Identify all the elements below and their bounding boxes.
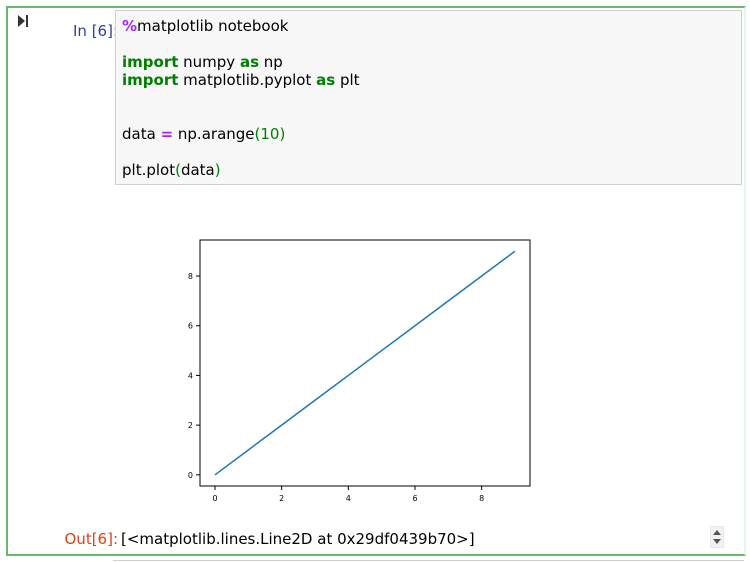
magic-symbol: % bbox=[122, 17, 138, 35]
input-prompt: In [6]: bbox=[73, 22, 118, 40]
code-input[interactable]: %matplotlib notebook import numpy as np … bbox=[115, 10, 742, 185]
code-line-2: import numpy as np bbox=[122, 53, 283, 71]
y-tick-label: 2 bbox=[188, 421, 193, 430]
run-cell-icon[interactable] bbox=[16, 14, 30, 28]
output-prompt: Out[6]: bbox=[64, 530, 119, 548]
magic-command: matplotlib notebook bbox=[137, 17, 289, 35]
x-tick-label: 0 bbox=[212, 494, 217, 503]
x-tick-label: 8 bbox=[479, 494, 484, 503]
code-line-5: plt.plot(data) bbox=[122, 161, 221, 179]
notebook-cell[interactable]: In [6]: %matplotlib notebook import nump… bbox=[6, 6, 746, 556]
next-cell-border bbox=[113, 560, 744, 561]
y-tick-label: 4 bbox=[188, 371, 193, 380]
x-tick-label: 6 bbox=[412, 494, 417, 503]
x-tick-label: 4 bbox=[346, 494, 351, 503]
code-line-4: data = np.arange(10) bbox=[122, 125, 286, 143]
plot-figure: 0 2 4 6 8 0 2 4 6 8 bbox=[188, 239, 531, 503]
y-tick-label: 6 bbox=[188, 322, 193, 331]
y-tick-label: 8 bbox=[188, 272, 193, 281]
x-tick-label: 2 bbox=[279, 494, 284, 503]
output-scroll-arrows-icon[interactable] bbox=[710, 526, 724, 548]
code-line-3: import matplotlib.pyplot as plt bbox=[122, 71, 360, 89]
output-text: [<matplotlib.lines.Line2D at 0x29df0439b… bbox=[121, 530, 475, 548]
code-line-1: %matplotlib notebook bbox=[122, 17, 735, 35]
series-line bbox=[214, 250, 516, 476]
y-tick-label: 0 bbox=[188, 471, 193, 480]
